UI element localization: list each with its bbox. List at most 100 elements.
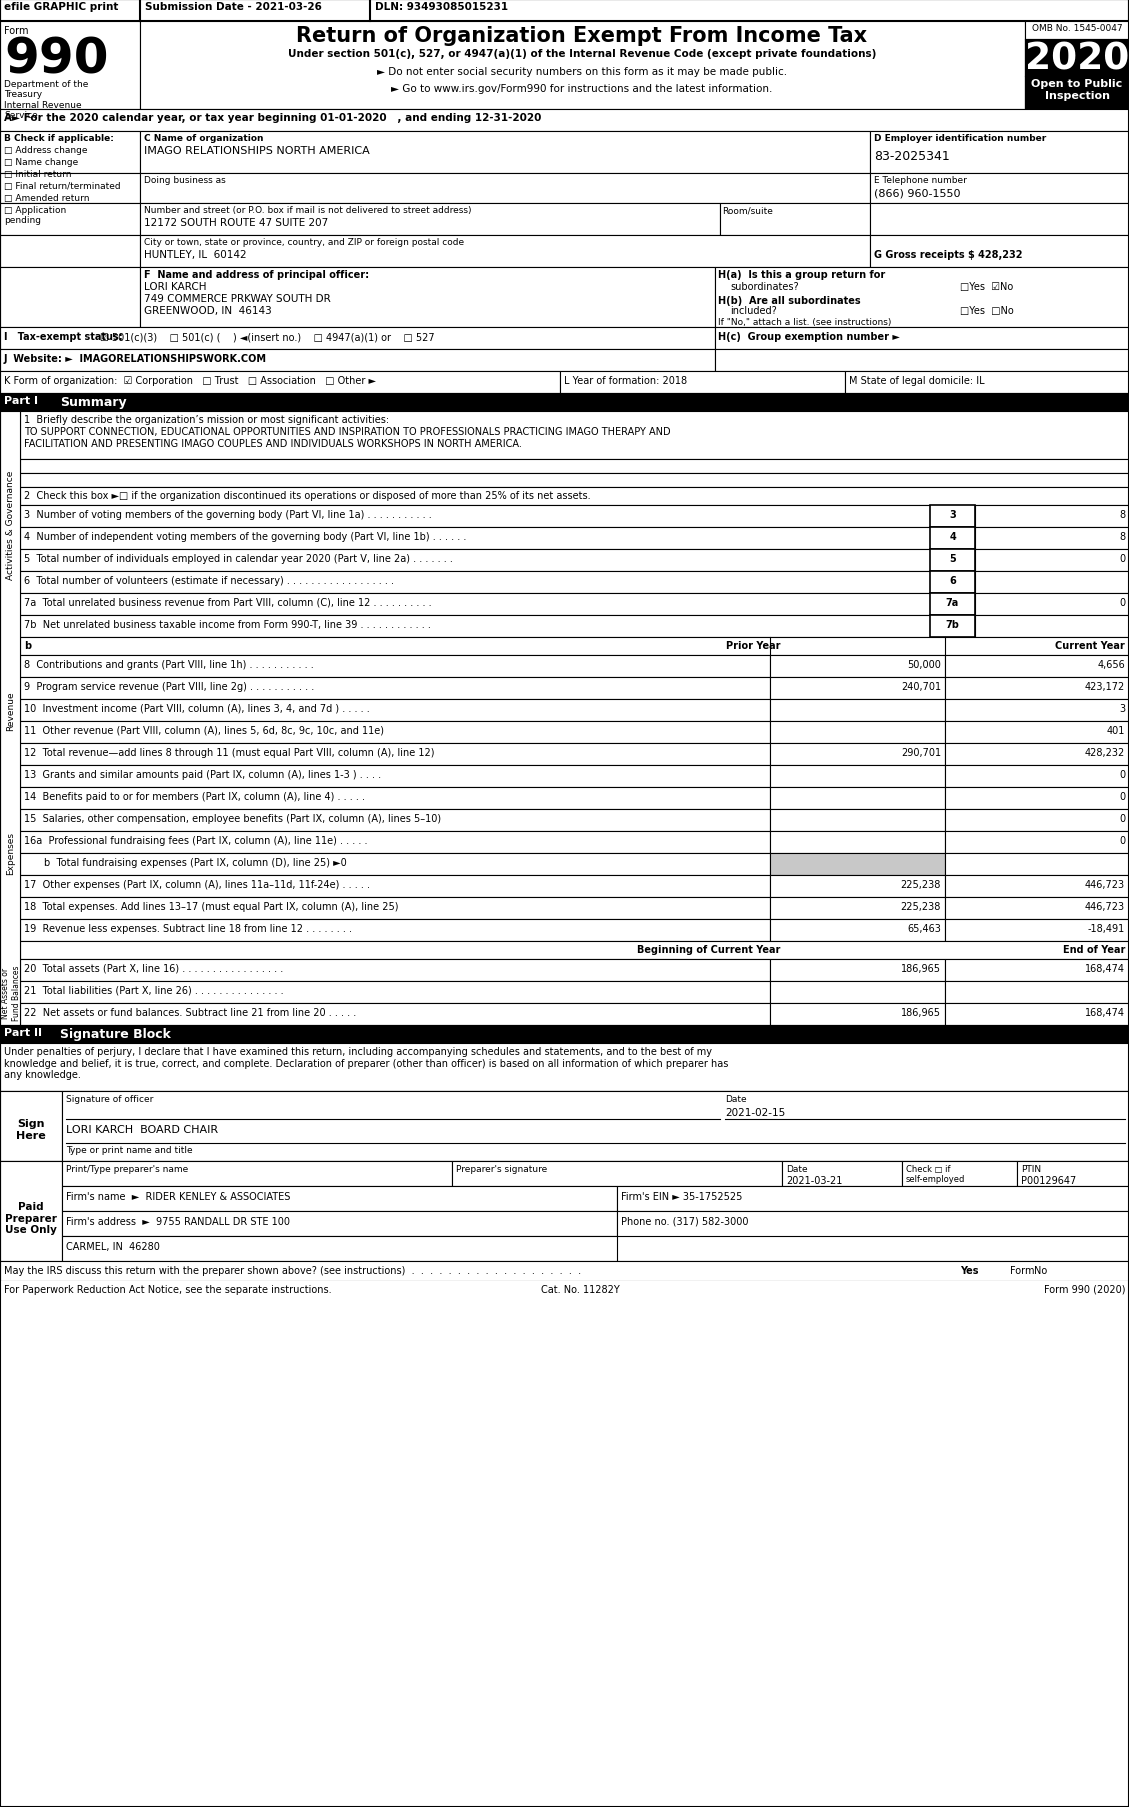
Text: 423,172: 423,172 bbox=[1085, 681, 1124, 692]
Bar bbox=[20, 788, 770, 810]
Bar bbox=[930, 616, 975, 638]
Bar bbox=[20, 699, 770, 721]
Text: included?: included? bbox=[730, 305, 777, 316]
Text: □ Final return/terminated: □ Final return/terminated bbox=[5, 183, 121, 192]
Text: 990: 990 bbox=[5, 34, 108, 83]
Bar bbox=[20, 595, 930, 616]
Bar bbox=[975, 528, 1129, 549]
Bar bbox=[20, 638, 1129, 656]
Text: Activities & Governance: Activities & Governance bbox=[7, 470, 16, 580]
Text: 12172 SOUTH ROUTE 47 SUITE 207: 12172 SOUTH ROUTE 47 SUITE 207 bbox=[145, 219, 329, 228]
Text: Current Year: Current Year bbox=[1056, 641, 1124, 651]
Bar bbox=[945, 853, 1129, 876]
Bar bbox=[560, 372, 844, 394]
Text: CARMEL, IN  46280: CARMEL, IN 46280 bbox=[65, 1241, 160, 1250]
Text: Yes: Yes bbox=[960, 1265, 979, 1276]
Bar bbox=[870, 237, 1129, 267]
Text: 13  Grants and similar amounts paid (Part IX, column (A), lines 1-3 ) . . . .: 13 Grants and similar amounts paid (Part… bbox=[24, 770, 382, 779]
Bar bbox=[945, 744, 1129, 766]
Bar bbox=[975, 571, 1129, 595]
Bar bbox=[770, 788, 945, 810]
Bar bbox=[0, 412, 20, 1025]
Bar bbox=[945, 810, 1129, 831]
Bar bbox=[945, 721, 1129, 744]
Bar bbox=[140, 173, 870, 204]
Bar bbox=[20, 656, 770, 678]
Bar bbox=[945, 898, 1129, 920]
Bar bbox=[20, 528, 930, 549]
Text: Return of Organization Exempt From Income Tax: Return of Organization Exempt From Incom… bbox=[297, 25, 867, 45]
Text: OMB No. 1545-0047: OMB No. 1545-0047 bbox=[1032, 23, 1122, 33]
Bar bbox=[20, 473, 1129, 488]
Bar bbox=[975, 616, 1129, 638]
Text: 0: 0 bbox=[1119, 770, 1124, 779]
Text: 18  Total expenses. Add lines 13–17 (must equal Part IX, column (A), line 25): 18 Total expenses. Add lines 13–17 (must… bbox=[24, 902, 399, 911]
Bar bbox=[0, 132, 140, 173]
Bar bbox=[870, 132, 1129, 173]
Text: Signature of officer: Signature of officer bbox=[65, 1095, 154, 1104]
Bar bbox=[770, 831, 945, 853]
Bar bbox=[140, 267, 715, 327]
Bar bbox=[870, 204, 1129, 237]
Text: Net Assets or
Fund Balances: Net Assets or Fund Balances bbox=[1, 965, 20, 1021]
Bar bbox=[0, 1043, 1129, 1091]
Text: 1  Briefly describe the organization’s mission or most significant activities:: 1 Briefly describe the organization’s mi… bbox=[24, 416, 390, 425]
Text: D Employer identification number: D Employer identification number bbox=[874, 134, 1047, 143]
Bar bbox=[20, 571, 930, 595]
Text: 0: 0 bbox=[1119, 598, 1124, 607]
Text: 225,238: 225,238 bbox=[901, 902, 940, 911]
Text: Number and street (or P.O. box if mail is not delivered to street address): Number and street (or P.O. box if mail i… bbox=[145, 206, 472, 215]
Bar bbox=[0, 1261, 1129, 1281]
Bar bbox=[62, 1236, 618, 1261]
Text: 186,965: 186,965 bbox=[901, 1008, 940, 1017]
Text: 3: 3 bbox=[1119, 703, 1124, 714]
Bar bbox=[930, 549, 975, 571]
Bar bbox=[20, 960, 770, 981]
Bar bbox=[20, 549, 930, 571]
Text: 2021-03-21: 2021-03-21 bbox=[786, 1175, 842, 1185]
Bar bbox=[0, 0, 1129, 22]
Bar bbox=[62, 1091, 1129, 1162]
Text: 8  Contributions and grants (Part VIII, line 1h) . . . . . . . . . . .: 8 Contributions and grants (Part VIII, l… bbox=[24, 660, 314, 670]
Text: Prior Year: Prior Year bbox=[726, 641, 780, 651]
Text: DLN: 93493085015231: DLN: 93493085015231 bbox=[375, 2, 508, 13]
Text: Revenue: Revenue bbox=[7, 690, 16, 730]
Text: No: No bbox=[1034, 1265, 1048, 1276]
Text: H(c)  Group exemption number ►: H(c) Group exemption number ► bbox=[718, 332, 900, 342]
Text: H(b)  Are all subordinates: H(b) Are all subordinates bbox=[718, 296, 860, 305]
Bar bbox=[618, 1211, 1129, 1236]
Text: 16a  Professional fundraising fees (Part IX, column (A), line 11e) . . . . .: 16a Professional fundraising fees (Part … bbox=[24, 835, 368, 846]
Bar bbox=[62, 1187, 618, 1211]
Bar bbox=[770, 1003, 945, 1025]
Bar bbox=[0, 1091, 1129, 1162]
Text: Firm's EIN ► 35-1752525: Firm's EIN ► 35-1752525 bbox=[621, 1191, 743, 1202]
Text: 240,701: 240,701 bbox=[901, 681, 940, 692]
Bar bbox=[844, 372, 1129, 394]
Bar bbox=[140, 22, 1025, 110]
Text: Under penalties of perjury, I declare that I have examined this return, includin: Under penalties of perjury, I declare th… bbox=[5, 1046, 728, 1079]
Text: 186,965: 186,965 bbox=[901, 963, 940, 974]
Text: IMAGO RELATIONSHIPS NORTH AMERICA: IMAGO RELATIONSHIPS NORTH AMERICA bbox=[145, 146, 370, 155]
Text: Signature Block: Signature Block bbox=[60, 1028, 170, 1041]
Text: End of Year: End of Year bbox=[1062, 945, 1124, 954]
Bar bbox=[20, 459, 1129, 473]
Text: 290,701: 290,701 bbox=[901, 748, 940, 757]
Bar bbox=[975, 595, 1129, 616]
Bar bbox=[0, 204, 140, 237]
Text: Part I: Part I bbox=[5, 396, 38, 407]
Text: □ Amended return: □ Amended return bbox=[5, 193, 89, 202]
Bar bbox=[0, 237, 140, 267]
Text: Room/suite: Room/suite bbox=[723, 206, 773, 215]
Text: Preparer's signature: Preparer's signature bbox=[456, 1164, 548, 1173]
Bar bbox=[20, 488, 1129, 506]
Text: Doing business as: Doing business as bbox=[145, 175, 226, 184]
Text: J  Website: ►  IMAGORELATIONSHIPSWORK.COM: J Website: ► IMAGORELATIONSHIPSWORK.COM bbox=[5, 354, 266, 363]
Bar bbox=[715, 351, 1129, 372]
Bar bbox=[0, 327, 715, 351]
Bar bbox=[20, 810, 770, 831]
Bar bbox=[20, 898, 770, 920]
Text: 7b: 7b bbox=[946, 620, 960, 629]
Text: b  Total fundraising expenses (Part IX, column (D), line 25) ►0: b Total fundraising expenses (Part IX, c… bbox=[44, 858, 347, 867]
Bar bbox=[1025, 78, 1129, 110]
Text: 9  Program service revenue (Part VIII, line 2g) . . . . . . . . . . .: 9 Program service revenue (Part VIII, li… bbox=[24, 681, 314, 692]
